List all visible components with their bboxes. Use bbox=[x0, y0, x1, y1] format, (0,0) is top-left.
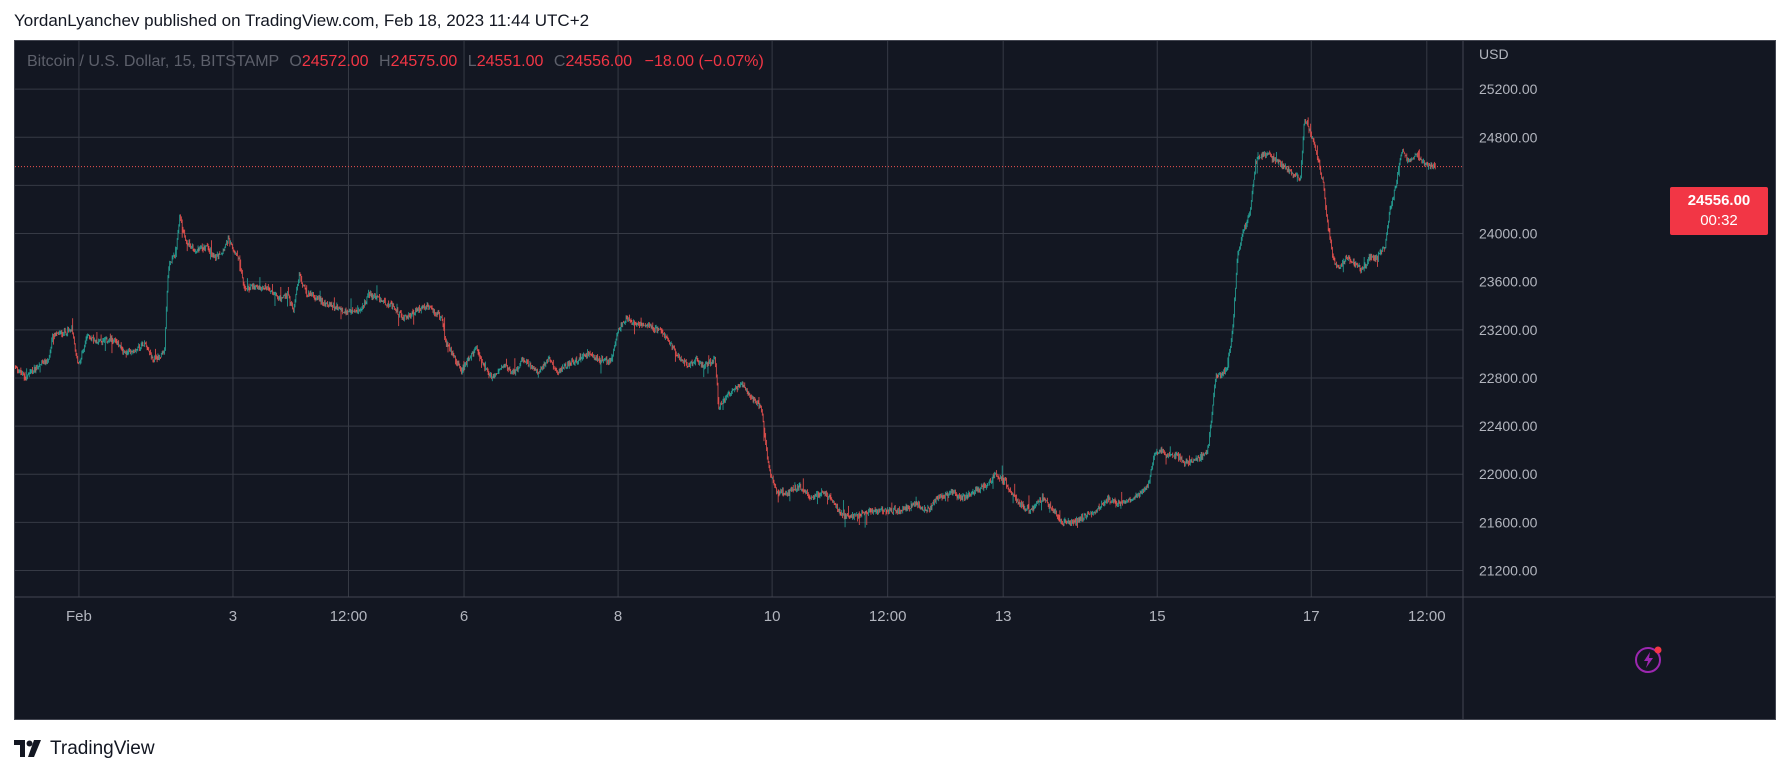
time-tick-label: 12:00 bbox=[869, 608, 907, 625]
symbol-label: Bitcoin / U.S. Dollar, 15, BITSTAMP bbox=[27, 53, 279, 70]
time-tick-label: 10 bbox=[764, 608, 781, 625]
currency-label: USD bbox=[1479, 46, 1509, 62]
time-tick-label: 15 bbox=[1149, 608, 1166, 625]
time-tick-label: 6 bbox=[460, 608, 468, 625]
open-value: 24572.00 bbox=[301, 53, 369, 70]
open-label: O bbox=[289, 53, 302, 70]
publish-info: YordanLyanchev published on TradingView.… bbox=[14, 11, 590, 30]
price-axis: 21200.00 21600.00 22000.00 22400.00 22800.00… bbox=[1479, 46, 1538, 579]
last-price-value: 24556.00 bbox=[1687, 192, 1751, 209]
lightning-bolt-icon[interactable] bbox=[1633, 643, 1665, 675]
tradingview-logo-icon bbox=[14, 740, 41, 757]
time-tick-label: Feb bbox=[66, 608, 92, 625]
time-tick-label: 3 bbox=[229, 608, 237, 625]
close-label: C bbox=[553, 53, 566, 70]
brand-name: TradingView bbox=[50, 738, 155, 759]
price-tick-label: 21600.00 bbox=[1479, 514, 1538, 530]
chart-panel[interactable]: 21200.00 21600.00 22000.00 22400.00 22800.00… bbox=[14, 40, 1776, 720]
price-tick-label: 25200.00 bbox=[1479, 81, 1538, 97]
grid-lines bbox=[15, 41, 1775, 719]
time-tick-label: 12:00 bbox=[1408, 608, 1446, 625]
last-price-badge: 24556.00 00:32 bbox=[1670, 187, 1768, 235]
time-tick-label: 8 bbox=[614, 608, 622, 625]
close-value: 24556.00 bbox=[565, 53, 633, 70]
price-tick-label: 22800.00 bbox=[1479, 370, 1538, 386]
time-axis: Feb 3 12:00 6 8 10 12:00 13 15 17 12:00 bbox=[66, 608, 1446, 625]
change-value: −18.00 (−0.07%) bbox=[644, 53, 764, 70]
high-value: 24575.00 bbox=[390, 53, 458, 70]
price-tick-label: 22000.00 bbox=[1479, 466, 1538, 482]
candles bbox=[15, 117, 1436, 528]
bar-countdown: 00:32 bbox=[1700, 212, 1738, 229]
price-tick-label: 24000.00 bbox=[1479, 226, 1538, 242]
low-value: 24551.00 bbox=[476, 53, 544, 70]
time-tick-label: 12:00 bbox=[330, 608, 368, 625]
price-tick-label: 21200.00 bbox=[1479, 563, 1538, 579]
low-label: L bbox=[467, 53, 477, 70]
price-tick-label: 22400.00 bbox=[1479, 418, 1538, 434]
candlestick-chart[interactable]: 21200.00 21600.00 22000.00 22400.00 22800.00… bbox=[15, 41, 1775, 719]
time-tick-label: 17 bbox=[1303, 608, 1320, 625]
price-tick-label: 23600.00 bbox=[1479, 274, 1538, 290]
time-tick-label: 13 bbox=[995, 608, 1012, 625]
ohlc-legend: Bitcoin / U.S. Dollar, 15, BITSTAMP O245… bbox=[27, 53, 764, 71]
footer-brand[interactable]: TradingView bbox=[14, 738, 155, 760]
price-tick-label: 23200.00 bbox=[1479, 322, 1538, 338]
price-tick-label: 24800.00 bbox=[1479, 129, 1538, 145]
high-label: H bbox=[379, 53, 391, 70]
